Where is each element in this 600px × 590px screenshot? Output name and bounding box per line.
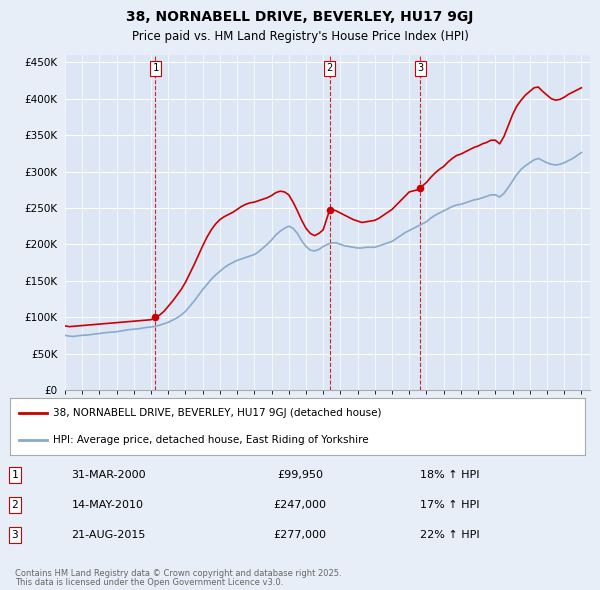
Text: 3: 3 — [11, 530, 19, 540]
Text: 3: 3 — [417, 63, 424, 73]
Text: 1: 1 — [11, 470, 19, 480]
Text: 21-AUG-2015: 21-AUG-2015 — [71, 530, 145, 540]
Text: This data is licensed under the Open Government Licence v3.0.: This data is licensed under the Open Gov… — [15, 578, 283, 587]
Text: £247,000: £247,000 — [274, 500, 326, 510]
Text: 22% ↑ HPI: 22% ↑ HPI — [420, 530, 480, 540]
Text: 2: 2 — [326, 63, 332, 73]
Text: 38, NORNABELL DRIVE, BEVERLEY, HU17 9GJ (detached house): 38, NORNABELL DRIVE, BEVERLEY, HU17 9GJ … — [53, 408, 382, 418]
Text: 18% ↑ HPI: 18% ↑ HPI — [420, 470, 480, 480]
Text: 17% ↑ HPI: 17% ↑ HPI — [420, 500, 480, 510]
Text: 1: 1 — [152, 63, 158, 73]
Text: Contains HM Land Registry data © Crown copyright and database right 2025.: Contains HM Land Registry data © Crown c… — [15, 569, 341, 578]
Point — [415, 183, 425, 193]
Point — [151, 313, 160, 322]
Text: 14-MAY-2010: 14-MAY-2010 — [72, 500, 144, 510]
Text: 2: 2 — [11, 500, 19, 510]
Text: £99,950: £99,950 — [277, 470, 323, 480]
Point — [325, 205, 334, 215]
Text: £277,000: £277,000 — [274, 530, 326, 540]
Text: 31-MAR-2000: 31-MAR-2000 — [71, 470, 145, 480]
Text: 38, NORNABELL DRIVE, BEVERLEY, HU17 9GJ: 38, NORNABELL DRIVE, BEVERLEY, HU17 9GJ — [127, 10, 473, 24]
Text: Price paid vs. HM Land Registry's House Price Index (HPI): Price paid vs. HM Land Registry's House … — [131, 30, 469, 43]
Text: HPI: Average price, detached house, East Riding of Yorkshire: HPI: Average price, detached house, East… — [53, 435, 369, 445]
